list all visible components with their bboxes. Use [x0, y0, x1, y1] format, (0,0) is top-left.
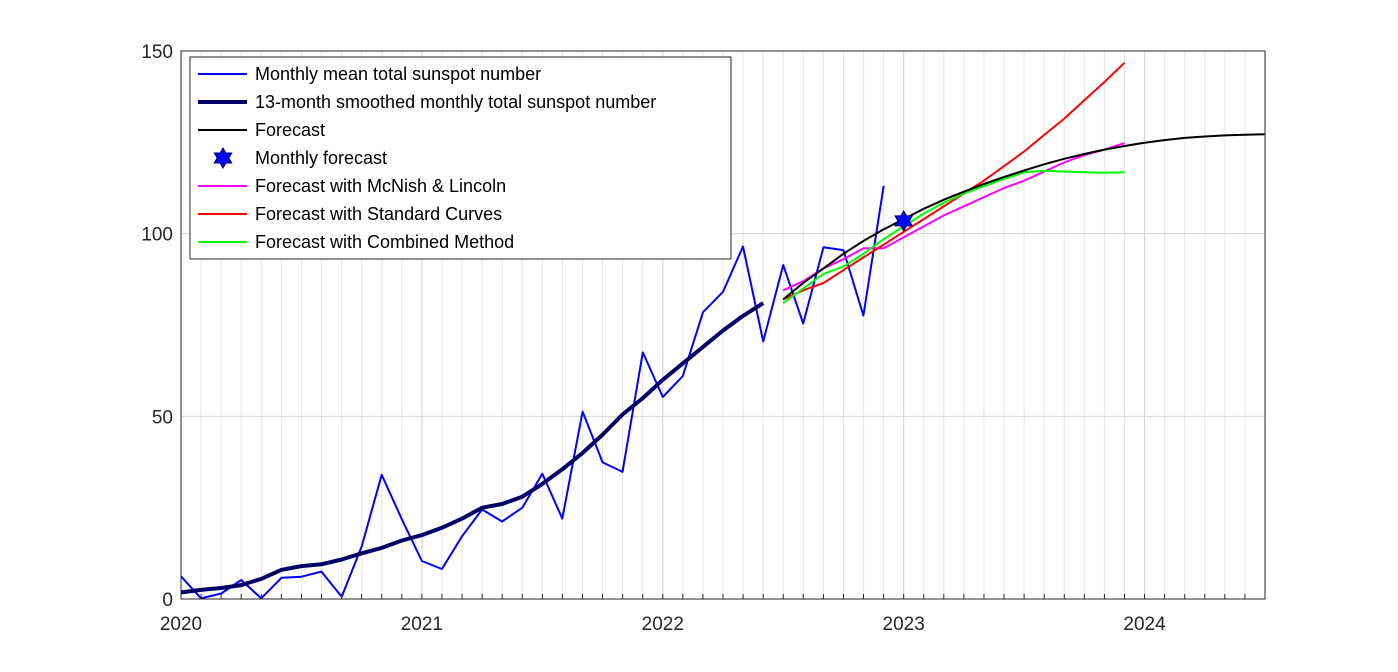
y-tick-label: 150 [141, 42, 173, 63]
y-tick-label: 100 [141, 225, 173, 246]
axes: 2020 2021 2022 2023 2024 0 50 100 150 [141, 42, 1246, 635]
legend-marker [213, 147, 233, 169]
forecast-line [782, 133, 1266, 301]
legend-label: 13-month smoothed monthly total sunspot … [255, 92, 656, 112]
legend-box [189, 56, 732, 260]
legend-label: Monthly mean total sunspot number [255, 64, 541, 84]
x-tick-label: 2023 [883, 614, 925, 635]
x-tick-label: 2021 [401, 614, 443, 635]
x-tick-label: 2024 [1123, 614, 1166, 635]
x-tick-label: 2022 [642, 614, 684, 635]
legend-label: Forecast with Standard Curves [255, 204, 502, 224]
legend-label: Forecast with Combined Method [255, 232, 514, 252]
legend-label: Monthly forecast [255, 148, 387, 168]
y-tick-label: 0 [162, 590, 173, 611]
combined-method-line [782, 169, 1125, 304]
mcnish-lincoln-line [782, 142, 1125, 292]
smoothed-line [180, 301, 765, 595]
monthly-forecast-marker [894, 209, 914, 232]
series-layer [180, 61, 1266, 600]
legend: Monthly mean total sunspot number 13-mont… [189, 56, 732, 260]
legend-label: Forecast with McNish & Lincoln [255, 176, 506, 196]
legend-label: Forecast [255, 120, 325, 140]
y-tick-label: 50 [152, 407, 173, 428]
standard-curves-line [782, 61, 1126, 301]
x-tick-label: 2020 [160, 614, 202, 635]
